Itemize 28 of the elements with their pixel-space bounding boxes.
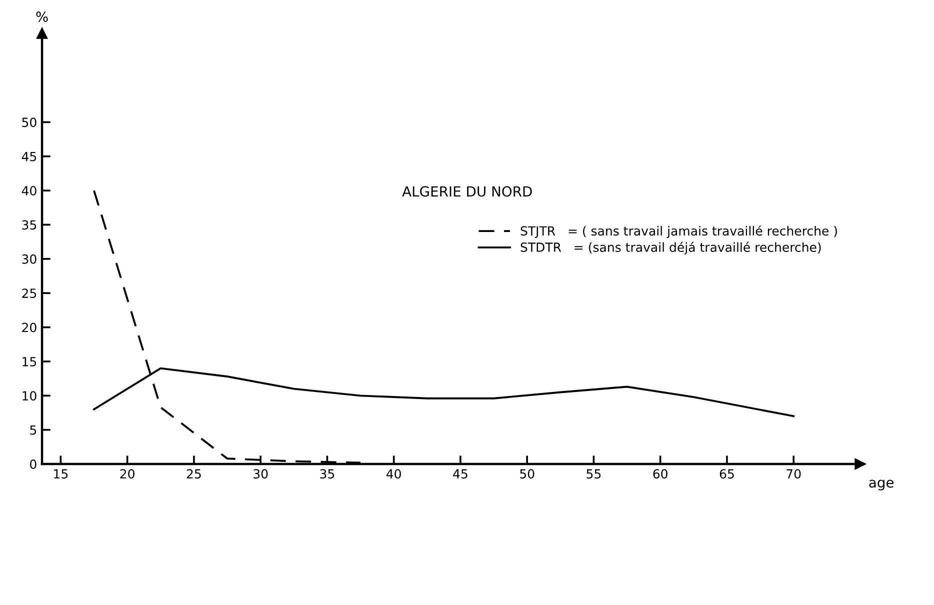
y-tick-label: 20 [22,322,36,332]
x-tick-label: 15 [54,469,68,479]
y-tick-label: 15 [22,357,36,366]
x-tick-label: 45 [453,469,468,479]
x-tick-label: 65 [720,469,734,479]
x-tick-label: 50 [520,469,534,479]
text: ALGERIE DU NORD [402,186,532,197]
y-tick-label: 25 [22,288,36,298]
y-tick-label: 40 [22,186,36,196]
x-tick-label: 30 [254,469,268,479]
x-tick-label: 60 [653,469,668,479]
legend-label: STJTR = ( sans travail jamais travaillé recherche ) [520,225,837,238]
x-tick-label: 70 [786,469,801,479]
y-tick-label: 50 [22,118,36,128]
x-tick-label: 55 [586,469,601,479]
x-axis-title: age [869,480,894,490]
x-tick-label: 40 [386,469,401,479]
y-tick-label: 35 [22,220,36,230]
y-tick-label: 10 [22,391,36,401]
x-tick-label: 25 [186,469,201,479]
y-axis-title: % [36,11,48,22]
x-tick-label: 35 [320,469,334,479]
x-tick-label: 20 [120,469,134,479]
legend-label: STDTR = (sans travail déjá travaillé recherche) [520,242,821,254]
y-tick-label: 5 [30,425,36,435]
y-tick-label: 45 [22,152,36,162]
y-tick-label: 0 [30,460,36,469]
y-tick-label: 30 [22,254,36,264]
